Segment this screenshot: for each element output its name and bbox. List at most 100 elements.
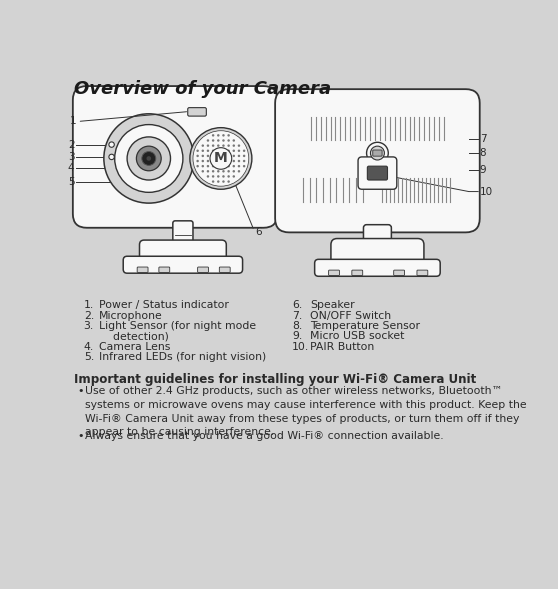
Circle shape — [233, 170, 235, 173]
Text: 4.: 4. — [84, 342, 94, 352]
Circle shape — [206, 144, 209, 147]
FancyBboxPatch shape — [219, 267, 230, 273]
Circle shape — [217, 175, 219, 178]
Circle shape — [217, 170, 219, 173]
Text: 2.: 2. — [84, 310, 94, 320]
Circle shape — [127, 137, 171, 180]
FancyBboxPatch shape — [329, 270, 339, 276]
Text: 6: 6 — [256, 227, 262, 237]
FancyBboxPatch shape — [373, 150, 382, 156]
Text: Temperature Sensor: Temperature Sensor — [310, 321, 420, 331]
Circle shape — [212, 134, 214, 137]
Circle shape — [206, 165, 209, 167]
Text: 7.: 7. — [292, 310, 302, 320]
Circle shape — [233, 155, 235, 157]
Circle shape — [233, 175, 235, 178]
Circle shape — [228, 134, 230, 137]
Circle shape — [233, 139, 235, 142]
Circle shape — [228, 160, 230, 162]
Circle shape — [109, 154, 114, 160]
Circle shape — [193, 131, 249, 186]
Text: detection): detection) — [99, 332, 169, 341]
Circle shape — [228, 180, 230, 183]
Circle shape — [228, 155, 230, 157]
Text: Important guidelines for installing your Wi-Fi® Camera Unit: Important guidelines for installing your… — [74, 373, 476, 386]
Circle shape — [196, 150, 199, 152]
Circle shape — [243, 165, 246, 167]
Circle shape — [233, 160, 235, 162]
Bar — [175, 213, 191, 216]
Text: Microphone: Microphone — [99, 310, 163, 320]
Text: 5: 5 — [68, 177, 74, 187]
Circle shape — [233, 144, 235, 147]
Circle shape — [222, 165, 225, 167]
FancyBboxPatch shape — [159, 267, 170, 273]
Circle shape — [222, 155, 225, 157]
FancyBboxPatch shape — [331, 239, 424, 266]
FancyBboxPatch shape — [137, 267, 148, 273]
Circle shape — [212, 144, 214, 147]
Circle shape — [212, 155, 214, 157]
Text: 1.: 1. — [84, 300, 94, 310]
Text: PAIR Button: PAIR Button — [310, 342, 374, 352]
Text: 2: 2 — [68, 140, 74, 150]
Circle shape — [206, 155, 209, 157]
Circle shape — [222, 170, 225, 173]
Circle shape — [222, 139, 225, 142]
Circle shape — [222, 150, 225, 152]
FancyBboxPatch shape — [140, 240, 227, 263]
Text: 10.: 10. — [292, 342, 310, 352]
Circle shape — [196, 155, 199, 157]
FancyBboxPatch shape — [315, 259, 440, 276]
Circle shape — [217, 134, 219, 137]
Circle shape — [201, 170, 204, 173]
Circle shape — [196, 160, 199, 162]
Text: M: M — [214, 151, 228, 166]
Circle shape — [228, 144, 230, 147]
Circle shape — [196, 165, 199, 167]
Circle shape — [109, 142, 114, 147]
Circle shape — [222, 175, 225, 178]
FancyBboxPatch shape — [352, 270, 363, 276]
Text: •: • — [78, 431, 84, 441]
FancyBboxPatch shape — [73, 86, 277, 228]
Circle shape — [222, 144, 225, 147]
Circle shape — [142, 151, 156, 166]
Circle shape — [233, 165, 235, 167]
Circle shape — [201, 150, 204, 152]
Text: 3: 3 — [68, 152, 74, 162]
Circle shape — [367, 143, 388, 164]
FancyBboxPatch shape — [123, 256, 243, 273]
FancyBboxPatch shape — [173, 221, 193, 243]
Circle shape — [238, 170, 240, 173]
Circle shape — [222, 134, 225, 137]
FancyBboxPatch shape — [358, 157, 397, 189]
Circle shape — [233, 150, 235, 152]
Circle shape — [206, 150, 209, 152]
Text: Light Sensor (for night mode: Light Sensor (for night mode — [99, 321, 256, 331]
Circle shape — [210, 148, 232, 169]
Circle shape — [217, 144, 219, 147]
Text: 9: 9 — [480, 165, 487, 175]
Circle shape — [201, 144, 204, 147]
Circle shape — [238, 144, 240, 147]
Circle shape — [217, 180, 219, 183]
Circle shape — [228, 165, 230, 167]
Circle shape — [217, 165, 219, 167]
Circle shape — [217, 139, 219, 142]
Circle shape — [206, 170, 209, 173]
Text: 1: 1 — [69, 117, 76, 127]
Circle shape — [206, 175, 209, 178]
Circle shape — [212, 150, 214, 152]
Circle shape — [212, 160, 214, 162]
Circle shape — [104, 114, 194, 203]
Text: 8: 8 — [480, 148, 487, 158]
Circle shape — [243, 150, 246, 152]
Circle shape — [371, 146, 384, 160]
Circle shape — [212, 175, 214, 178]
FancyBboxPatch shape — [394, 270, 405, 276]
Text: Power / Status indicator: Power / Status indicator — [99, 300, 229, 310]
Circle shape — [212, 170, 214, 173]
Circle shape — [228, 170, 230, 173]
Text: Camera Lens: Camera Lens — [99, 342, 171, 352]
